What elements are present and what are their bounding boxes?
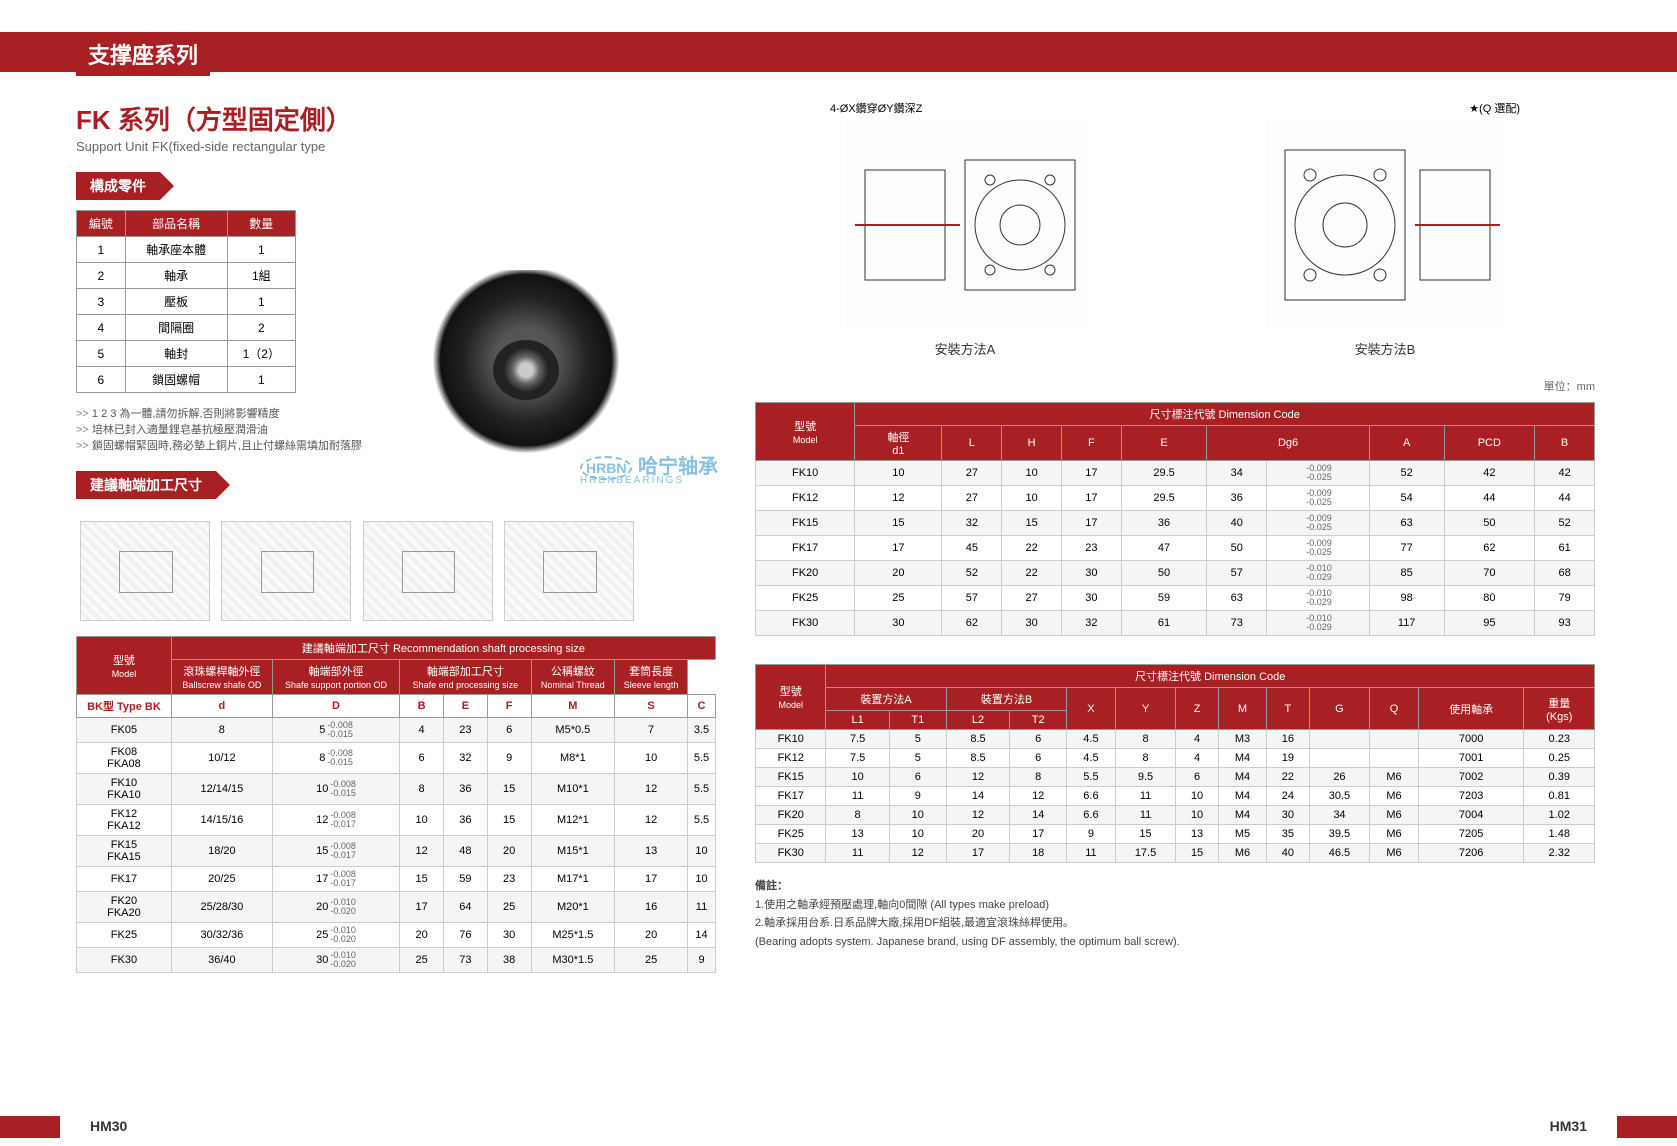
model-cell: FK20 [756, 806, 826, 825]
model-cell: FK12 [756, 749, 826, 768]
parts-cell: 2 [77, 263, 126, 289]
model-cell: FK12 [756, 486, 855, 511]
model-cell: FK25 [756, 586, 855, 611]
model-cell: FK25 [77, 923, 172, 948]
parts-header: 數量 [227, 211, 295, 237]
parts-cell: 壓板 [125, 289, 227, 315]
parts-cell: 間隔圈 [125, 315, 227, 341]
model-cell: FK12FKA12 [77, 805, 172, 836]
model-cell: FK30 [77, 948, 172, 973]
parts-cell: 1 [227, 289, 295, 315]
parts-cell: 軸承座本體 [125, 237, 227, 263]
model-cell: FK10FKA10 [77, 774, 172, 805]
model-cell: FK08FKA08 [77, 743, 172, 774]
shaft-diagram-2 [221, 521, 351, 621]
left-page: FK 系列（方型固定側） Support Unit FK(fixed-side … [76, 100, 716, 973]
model-cell: FK10 [756, 461, 855, 486]
unit-label: 單位：mm [755, 378, 1595, 394]
parts-cell: 1 [227, 367, 295, 393]
shaft-spec-table: 型號Model建議軸端加工尺寸 Recommendation shaft pro… [76, 636, 716, 973]
page-number-right: HM31 [1550, 1118, 1587, 1134]
watermark-sub: HRBNBEARINGS [580, 475, 684, 486]
shaft-section-badge: 建議軸端加工尺寸 [76, 471, 216, 499]
model-cell: FK15 [756, 511, 855, 536]
shaft-diagram-3 [363, 521, 493, 621]
model-cell: FK30 [756, 844, 826, 863]
series-subtitle: Support Unit FK(fixed-side rectangular t… [76, 139, 716, 154]
parts-cell: 1 [227, 237, 295, 263]
parts-cell: 4 [77, 315, 126, 341]
dimension-table-2: 型號Model尺寸標注代號 Dimension Code裝置方法A裝置方法BXY… [755, 664, 1595, 863]
parts-header: 編號 [77, 211, 126, 237]
shaft-diagrams [76, 517, 716, 628]
parts-cell: 5 [77, 341, 126, 367]
model-cell: FK20 [756, 561, 855, 586]
parts-cell: 1 [77, 237, 126, 263]
page-corner-left [0, 1116, 60, 1138]
parts-cell: 6 [77, 367, 126, 393]
model-cell: FK10 [756, 730, 826, 749]
install-diagram-a [845, 120, 1085, 330]
parts-cell: 1組 [227, 263, 295, 289]
parts-cell: 3 [77, 289, 126, 315]
method-b-label: 安裝方法B [1250, 339, 1520, 358]
model-cell: FK05 [77, 718, 172, 743]
parts-section-badge: 構成零件 [76, 172, 160, 200]
footer-notes: 備註： 1.使用之軸承經預壓處理,軸向0間隙 (All types make p… [755, 877, 1595, 952]
footer-line: 1.使用之軸承經預壓處理,軸向0間隙 (All types make prelo… [755, 896, 1595, 915]
install-diagram-b [1265, 120, 1505, 330]
diagram-top-label: 4-ØX鑽穿ØY鑽深Z [830, 100, 1100, 116]
model-cell: FK15FKA15 [77, 836, 172, 867]
model-cell: FK25 [756, 825, 826, 844]
parts-cell: 軸承 [125, 263, 227, 289]
model-cell: FK17 [77, 867, 172, 892]
parts-cell: 軸封 [125, 341, 227, 367]
q-option-label: ★(Q 選配) [1250, 100, 1520, 116]
parts-cell: 2 [227, 315, 295, 341]
footer-title: 備註： [755, 877, 1595, 896]
footer-line: (Bearing adopts system. Japanese brand, … [755, 933, 1595, 952]
dimension-table-1: 型號Model尺寸標注代號 Dimension Code軸徑d1LHFEDg6A… [755, 402, 1595, 636]
product-image [416, 270, 636, 470]
model-cell: FK17 [756, 536, 855, 561]
model-cell: FK20FKA20 [77, 892, 172, 923]
series-title: FK 系列（方型固定側） [76, 100, 716, 137]
method-a-label: 安裝方法A [830, 339, 1100, 358]
header-title: 支撑座系列 [76, 32, 210, 76]
model-cell: FK17 [756, 787, 826, 806]
model-cell: FK15 [756, 768, 826, 787]
parts-header: 部品名稱 [125, 211, 227, 237]
page-corner-right [1617, 1116, 1677, 1138]
parts-cell: 鎖固螺帽 [125, 367, 227, 393]
right-page: 4-ØX鑽穿ØY鑽深Z 安裝方法A ★(Q 選配) 安裝方法B 單位：mm 型號… [755, 100, 1595, 952]
shaft-diagram-4 [504, 521, 634, 621]
shaft-diagram-1 [80, 521, 210, 621]
model-cell: FK30 [756, 611, 855, 636]
parts-table: 編號部品名稱數量 1軸承座本體12軸承1組3壓板14間隔圈25軸封1（2）6鎖固… [76, 210, 296, 393]
parts-cell: 1（2） [227, 341, 295, 367]
footer-line: 2.軸承採用台系.日系品牌大廠,採用DF組裝,最適宜滾珠絲桿使用。 [755, 914, 1595, 933]
page-number-left: HM30 [90, 1118, 127, 1134]
header-bar [0, 32, 1677, 72]
